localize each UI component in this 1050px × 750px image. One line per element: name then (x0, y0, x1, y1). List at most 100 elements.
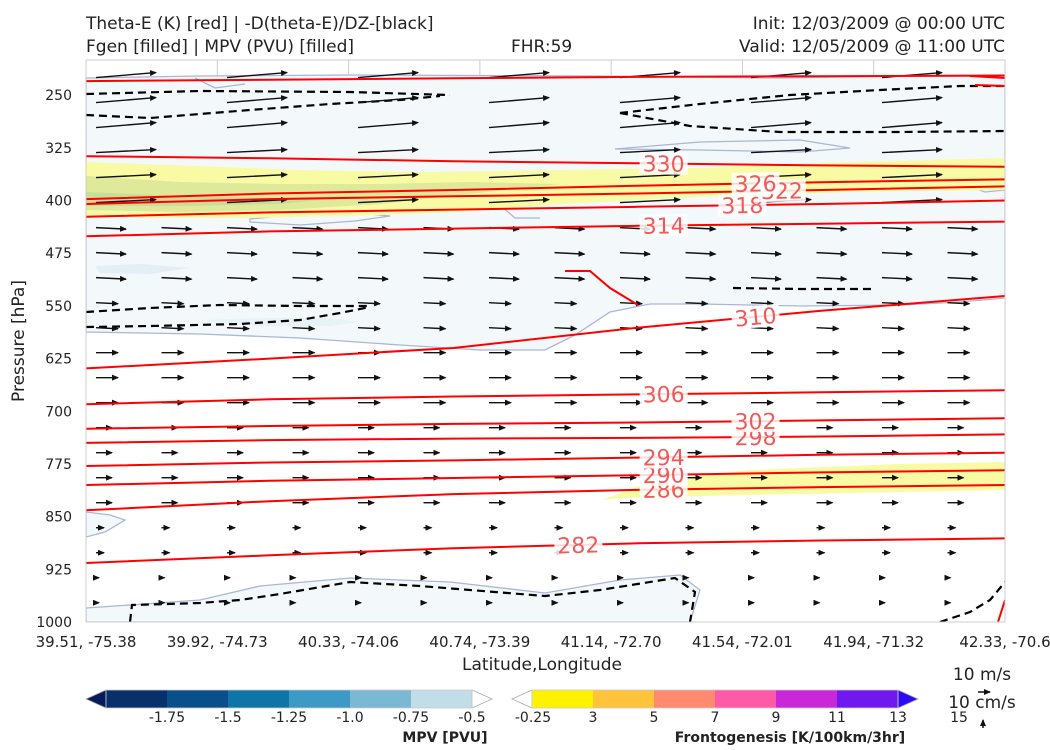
theta-label-bg (639, 214, 688, 237)
theta-e-label: 310 (734, 304, 778, 333)
theta-label-bg (731, 172, 780, 195)
wind-arrow (488, 300, 512, 307)
theta-e-labels: 2822862902942983023063103143183223263303… (554, 152, 807, 559)
wind-arrow (95, 325, 119, 332)
colorbar-tick-label: 5 (650, 710, 659, 726)
wind-arrow (750, 250, 782, 257)
colorbar-tick-label: 13 (889, 710, 907, 726)
wind-arrow (423, 250, 455, 257)
init-time: Init: 12/03/2009 @ 00:00 UTC (752, 14, 1005, 34)
wind-legend-vertical: 10 cm/s (948, 693, 1016, 713)
theta-label-bg (639, 463, 688, 487)
fgen-colorbar: 3 5 7 9 11 13 15 (511, 689, 968, 726)
wind-arrow (488, 146, 550, 154)
wind-arrow (226, 95, 288, 104)
wind-arrow (619, 250, 651, 257)
wind-arrow (226, 225, 258, 232)
mpv-fill-lower (86, 574, 701, 622)
wind-arrow (95, 95, 157, 104)
wind-arrow (292, 250, 324, 257)
wind-arrow (881, 95, 943, 104)
wind-arrow (357, 300, 381, 307)
colorbar-tick-label: 3 (589, 710, 598, 726)
wind-arrow (226, 120, 288, 129)
theta-e-label: 306 (643, 383, 685, 408)
wind-arrow (881, 146, 943, 154)
y-axis: 250 325 400 475 550 625 700 775 850 925 1000 (36, 88, 72, 631)
mpv-contour-250 (194, 77, 246, 89)
wind-arrow (750, 146, 812, 154)
theta-label-bg (554, 533, 603, 557)
wind-arrow (947, 325, 971, 332)
colorbar-tick-label: 9 (772, 710, 781, 726)
x-tick-label: 41.54, -72.01 (692, 633, 793, 651)
wind-arrow (881, 225, 913, 232)
wind-arrow (816, 300, 840, 307)
theta-label-bg (639, 382, 688, 406)
wind-arrow (816, 225, 848, 232)
wind-arrow (161, 250, 193, 257)
chart-title-line1: Theta-E (K) [red] | -D(theta-E)/DZ-[blac… (86, 14, 434, 34)
wind-arrow (685, 300, 709, 307)
y-tick-label: 625 (45, 352, 72, 368)
wind-arrow (161, 225, 193, 232)
theta-e-contour-330 (86, 74, 1005, 83)
wind-arrow (685, 275, 717, 282)
wind-arrow (488, 120, 550, 129)
colorbar-swatch (228, 690, 290, 708)
wind-arrow (423, 300, 447, 307)
wind-arrow (357, 171, 419, 179)
wind-arrow (357, 120, 419, 129)
x-axis-label: Latitude,Longitude (462, 655, 622, 675)
wind-arrow (95, 300, 119, 307)
theta-e-label: 326 (734, 172, 776, 198)
wind-arrow (619, 171, 681, 179)
y-tick-label: 325 (45, 141, 72, 157)
valid-time: Valid: 12/05/2009 @ 11:00 UTC (739, 37, 1005, 57)
colorbar-swatch (167, 690, 229, 708)
wind-arrow (554, 250, 586, 257)
theta-e-contour-326 (86, 178, 1005, 201)
wind-arrow (292, 300, 316, 307)
theta-e-contour-282 (86, 537, 1005, 564)
wind-legend-speed: 10 m/s (953, 665, 1011, 685)
y-tick-label: 250 (45, 88, 72, 104)
wind-arrow (226, 300, 250, 307)
wind-arrow (750, 275, 782, 282)
forecast-hour: FHR:59 (511, 37, 573, 57)
theta-e-contour-286 (86, 484, 1005, 512)
wind-arrow (881, 120, 943, 129)
x-tick-label: 40.74, -73.39 (429, 633, 530, 651)
colorbar-tick-label: 15 (950, 710, 968, 726)
wind-arrow (947, 225, 979, 232)
dthetae-contour-295 (619, 111, 1005, 134)
x-axis: 39.51, -75.38 39.92, -74.73 40.33, -74.06 4… (36, 60, 1050, 651)
theta-e-contour-322 (86, 185, 1005, 205)
theta-e-contour-290 (86, 469, 1005, 486)
wind-arrow (881, 171, 943, 179)
wind-arrow (685, 250, 717, 257)
wind-arrow (292, 275, 324, 282)
theta-e-label: 318 (721, 194, 763, 220)
wind-arrow (619, 196, 681, 204)
theta-e-contour-310-kink (565, 270, 639, 306)
wind-arrow (226, 275, 258, 282)
x-tick-label: 41.94, -71.32 (823, 633, 924, 651)
x-tick-label: 39.92, -74.73 (167, 633, 268, 651)
dthetae-contour-550b (86, 305, 371, 329)
colorbar-tick-label: -0.25 (515, 710, 551, 726)
y-tick-label: 475 (45, 246, 72, 262)
wind-arrow (357, 70, 419, 79)
colorbar-swatch (837, 690, 899, 708)
wind-arrow (488, 275, 520, 282)
wind-arrow (554, 325, 578, 332)
mpv-fill-upper-2 (200, 318, 360, 326)
mpv-fill-left-850 (86, 511, 127, 538)
wind-arrow (292, 325, 316, 332)
wind-arrow (881, 325, 905, 332)
wind-arrow (750, 225, 782, 232)
colorbar-swatch (289, 690, 351, 708)
theta-label-bg (639, 445, 688, 469)
theta-label-bg (718, 193, 767, 217)
